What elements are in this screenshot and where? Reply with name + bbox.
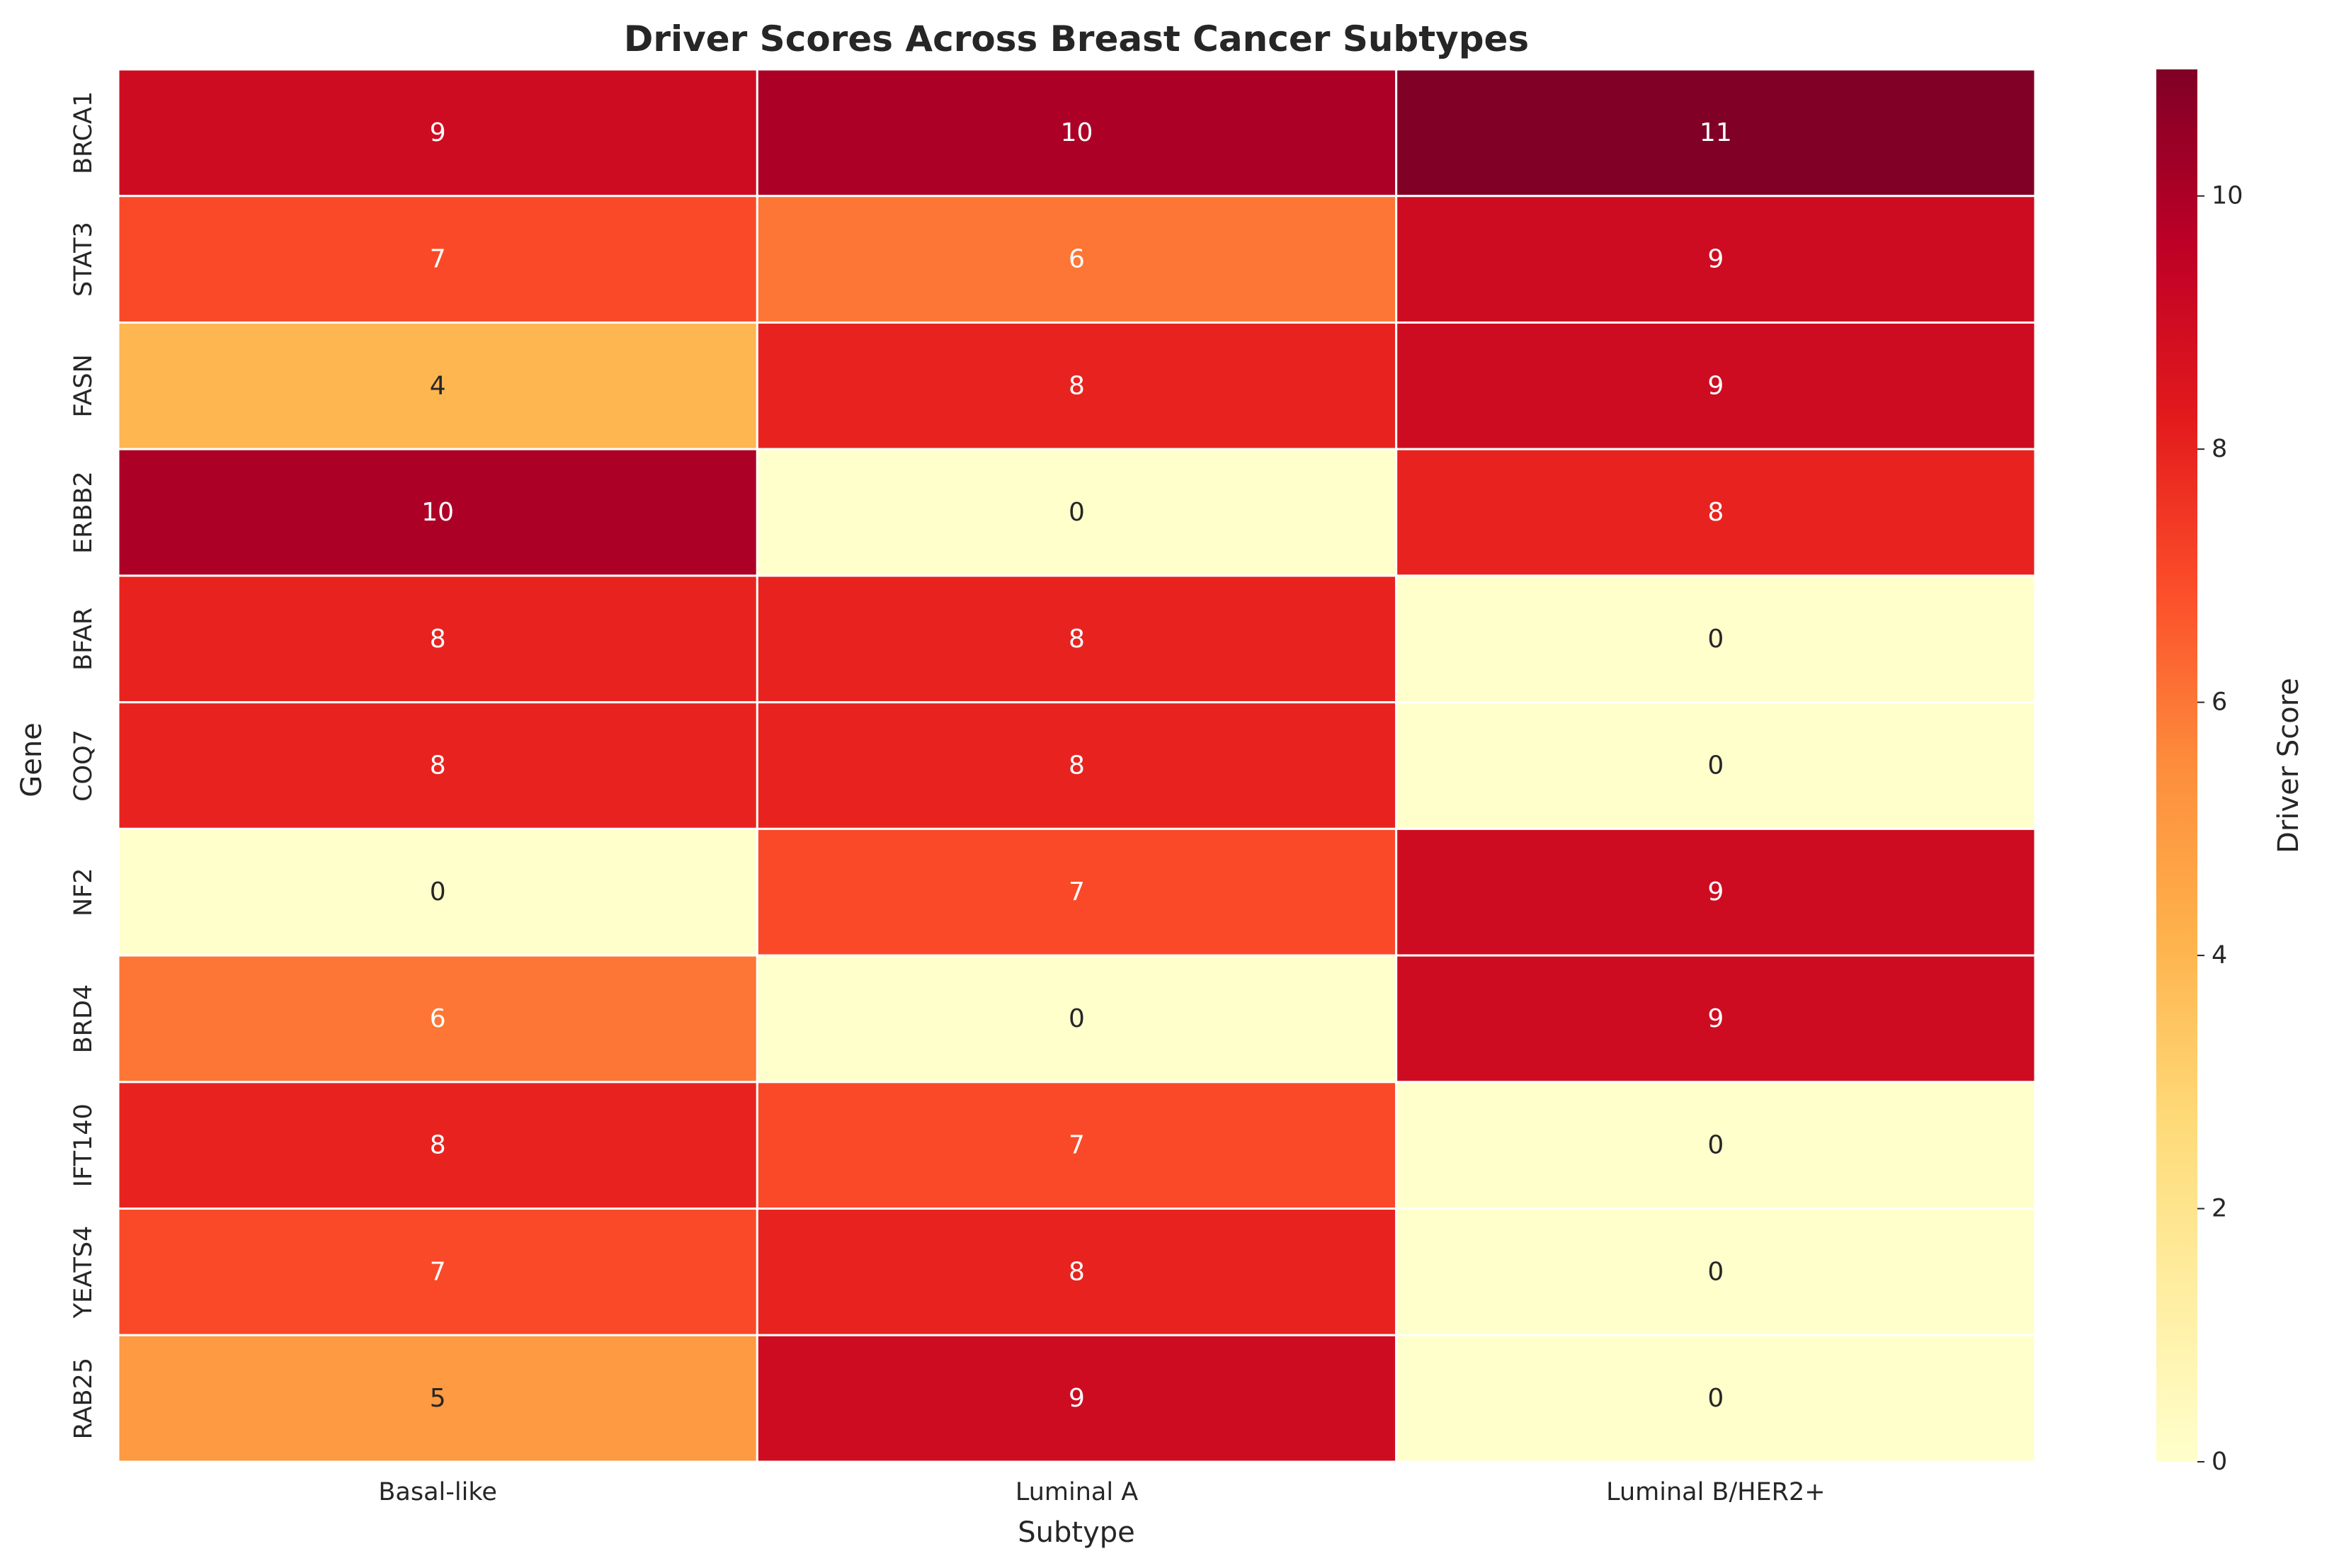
y-tick-label: YEATS4 bbox=[69, 1226, 98, 1319]
cell-value-label: 10 bbox=[421, 498, 454, 527]
heatmap-cell bbox=[1395, 448, 2037, 577]
heatmap-cell bbox=[756, 827, 1398, 957]
heatmap-cell-labels: 9 10 11 7 6 9 4 8 9 10 0 8 8 8 0 8 8 0 0 7 9 6 0 9 8 7 0 7 8 0 5 9 0 bbox=[421, 118, 1731, 1413]
cell-value-label: 5 bbox=[430, 1384, 446, 1413]
cell-value-label: 0 bbox=[1707, 1131, 1724, 1160]
cell-value-label: 0 bbox=[1069, 498, 1085, 527]
cell-value-label: 4 bbox=[430, 371, 446, 400]
cell-value-label: 9 bbox=[1707, 245, 1724, 274]
heatmap-cell bbox=[117, 827, 758, 957]
cell-value-label: 7 bbox=[430, 1257, 446, 1286]
heatmap-cell bbox=[1395, 68, 2037, 198]
y-tick-label: IFT140 bbox=[69, 1103, 98, 1187]
cell-value-label: 7 bbox=[430, 245, 446, 274]
heatmap-cell bbox=[756, 68, 1398, 198]
x-tick-label: Luminal A bbox=[1015, 1478, 1138, 1506]
heatmap-cell bbox=[117, 1081, 758, 1210]
colorbar-label: Driver Score bbox=[2272, 678, 2305, 853]
y-tick-label: BFAR bbox=[69, 608, 98, 671]
heatmap-cell bbox=[756, 954, 1398, 1084]
heatmap-cell bbox=[117, 574, 758, 704]
heatmap-cell bbox=[1395, 1334, 2037, 1463]
heatmap-cell bbox=[1395, 1081, 2037, 1210]
cell-value-label: 8 bbox=[430, 625, 446, 654]
y-tick-label: NF2 bbox=[69, 868, 98, 916]
heatmap-cell bbox=[117, 448, 758, 577]
cell-value-label: 0 bbox=[1069, 1004, 1085, 1033]
colorbar-tick-label: 6 bbox=[2212, 688, 2227, 717]
heatmap-cell bbox=[117, 321, 758, 450]
heatmap-cell bbox=[117, 1334, 758, 1463]
cell-value-label: 0 bbox=[1707, 1257, 1724, 1286]
cell-value-label: 6 bbox=[1069, 245, 1085, 274]
heatmap-cell bbox=[1395, 954, 2037, 1084]
heatmap-cell bbox=[117, 701, 758, 830]
cell-value-label: 7 bbox=[1069, 1131, 1085, 1160]
y-axis-label: Gene bbox=[16, 722, 48, 797]
colorbar-tick-label: 8 bbox=[2212, 435, 2227, 463]
cell-value-label: 9 bbox=[1707, 877, 1724, 907]
x-tick-label: Basal-like bbox=[378, 1478, 497, 1506]
cell-value-label: 8 bbox=[1069, 751, 1085, 780]
cell-value-label: 8 bbox=[1069, 625, 1085, 654]
heatmap-cell bbox=[117, 954, 758, 1084]
heatmap-cell bbox=[1395, 321, 2037, 450]
heatmap-cell bbox=[756, 574, 1398, 704]
heatmap-cell bbox=[756, 1208, 1398, 1336]
cell-value-label: 0 bbox=[1707, 1384, 1724, 1413]
y-axis-ticks: BRCA1 STAT3 FASN ERBB2 BFAR COQ7 NF2 BRD4 IFT140… bbox=[69, 91, 98, 1440]
cell-value-label: 8 bbox=[430, 751, 446, 780]
y-tick-label: ERBB2 bbox=[69, 471, 98, 554]
heatmap-cells bbox=[117, 68, 2037, 1463]
heatmap-cell bbox=[1395, 701, 2037, 830]
cell-value-label: 11 bbox=[1700, 118, 1732, 147]
colorbar bbox=[2156, 69, 2197, 1462]
colorbar-tick-label: 4 bbox=[2212, 941, 2227, 970]
colorbar-tick-label: 2 bbox=[2212, 1195, 2227, 1223]
x-axis-label: Subtype bbox=[1018, 1516, 1135, 1549]
x-axis-ticks: Basal-like Luminal A Luminal B/HER2+ bbox=[378, 1478, 1825, 1506]
cell-value-label: 8 bbox=[1069, 1257, 1085, 1286]
heatmap-cell bbox=[756, 701, 1398, 830]
heatmap-cell bbox=[117, 195, 758, 324]
cell-value-label: 6 bbox=[430, 1004, 446, 1033]
y-tick-label: BRD4 bbox=[69, 984, 98, 1054]
heatmap-cell bbox=[117, 68, 758, 198]
cell-value-label: 9 bbox=[1707, 371, 1724, 400]
heatmap-cell bbox=[756, 321, 1398, 450]
cell-value-label: 10 bbox=[1061, 118, 1093, 147]
y-tick-label: COQ7 bbox=[69, 729, 98, 802]
heatmap-cell bbox=[1395, 827, 2037, 957]
y-tick-label: FASN bbox=[69, 354, 98, 417]
y-tick-label: STAT3 bbox=[69, 222, 98, 297]
x-tick-label: Luminal B/HER2+ bbox=[1606, 1478, 1826, 1506]
heatmap-cell bbox=[756, 1081, 1398, 1210]
cell-value-label: 8 bbox=[1707, 498, 1724, 527]
cell-value-label: 9 bbox=[1707, 1004, 1724, 1033]
heatmap-cell bbox=[1395, 574, 2037, 704]
colorbar-tick-label: 0 bbox=[2212, 1448, 2227, 1476]
cell-value-label: 9 bbox=[430, 118, 446, 147]
colorbar-tick-label: 10 bbox=[2212, 182, 2243, 210]
heatmap-cell bbox=[1395, 1208, 2037, 1336]
cell-value-label: 8 bbox=[430, 1131, 446, 1160]
y-tick-label: RAB25 bbox=[69, 1358, 98, 1439]
chart-title: Driver Scores Across Breast Cancer Subty… bbox=[624, 18, 1529, 59]
cell-value-label: 0 bbox=[1707, 751, 1724, 780]
cell-value-label: 0 bbox=[1707, 625, 1724, 654]
cell-value-label: 8 bbox=[1069, 371, 1085, 400]
cell-value-label: 9 bbox=[1069, 1384, 1085, 1413]
cell-value-label: 7 bbox=[1069, 877, 1085, 907]
cell-value-label: 0 bbox=[430, 877, 446, 907]
y-tick-label: BRCA1 bbox=[69, 91, 98, 174]
colorbar-ticks: 0 2 4 6 8 10 bbox=[2197, 182, 2243, 1476]
